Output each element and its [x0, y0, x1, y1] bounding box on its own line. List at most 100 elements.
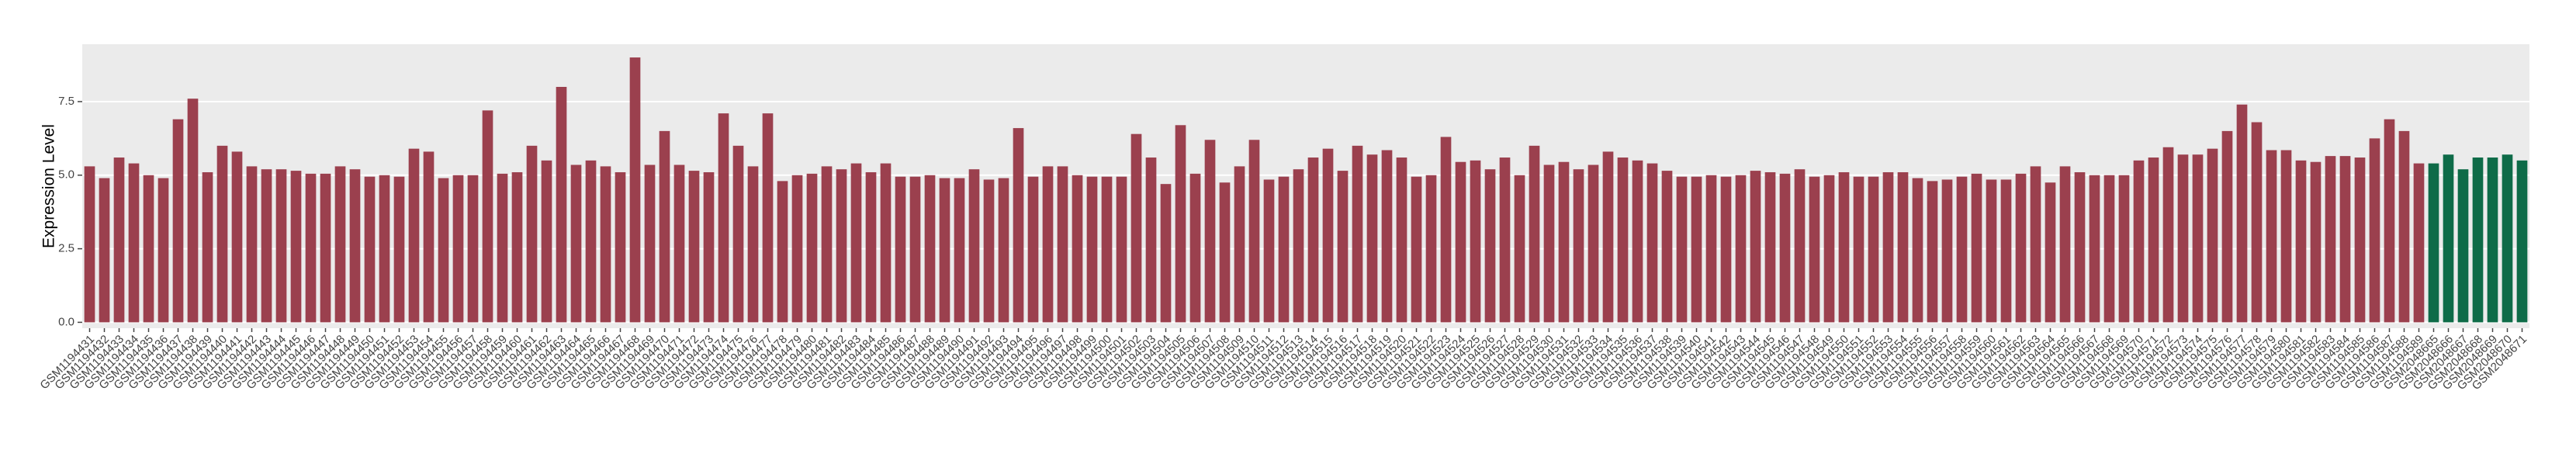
- bar: [2074, 171, 2086, 323]
- bar: [2325, 156, 2336, 323]
- bar: [570, 164, 582, 323]
- bar: [924, 175, 936, 323]
- bar: [600, 166, 611, 323]
- bar: [1234, 166, 1245, 323]
- bar: [703, 171, 715, 323]
- bar: [1307, 158, 1319, 323]
- bar: [1411, 176, 1422, 323]
- bar: [99, 178, 110, 323]
- bar: [2148, 158, 2159, 323]
- bar: [2133, 160, 2145, 323]
- bar: [718, 113, 729, 323]
- bar: [1072, 175, 1083, 323]
- bar: [379, 175, 390, 323]
- bar: [777, 181, 788, 323]
- bar: [1204, 140, 1216, 323]
- bar: [364, 176, 376, 323]
- bar: [1130, 133, 1142, 323]
- bar: [2266, 150, 2277, 323]
- bar: [1838, 171, 1850, 323]
- bar: [1927, 181, 1938, 323]
- bar: [1337, 171, 1349, 323]
- bar: [438, 178, 449, 323]
- bar: [2339, 156, 2351, 323]
- bar: [1676, 176, 1688, 323]
- bar: [880, 163, 892, 323]
- bar: [2089, 175, 2100, 323]
- bar: [909, 176, 921, 323]
- bar: [2398, 130, 2410, 323]
- bar: [1455, 161, 1466, 323]
- bar: [408, 148, 420, 323]
- bar: [2207, 148, 2218, 323]
- bar: [688, 171, 700, 323]
- bar: [1116, 176, 1127, 323]
- bar: [128, 163, 140, 323]
- bar: [1101, 176, 1113, 323]
- bar: [1632, 160, 1643, 323]
- bar: [2310, 161, 2322, 323]
- bar: [850, 163, 862, 323]
- bar: [231, 151, 243, 323]
- bar: [113, 158, 125, 323]
- bar: [2487, 158, 2498, 323]
- bar: [747, 166, 759, 323]
- bar: [1322, 148, 1334, 323]
- bar: [393, 176, 405, 323]
- bar: [1602, 151, 1614, 323]
- bar: [1381, 150, 1393, 323]
- bar: [305, 173, 317, 323]
- bar: [1042, 166, 1054, 323]
- bar: [2295, 160, 2307, 323]
- bar: [482, 110, 493, 323]
- bar: [1499, 158, 1511, 323]
- bar: [1189, 173, 1201, 323]
- bar: [1809, 176, 1820, 323]
- y-axis-title: Expression Level: [40, 124, 58, 248]
- bar: [1425, 175, 1437, 323]
- bar: [1484, 169, 1496, 323]
- bar: [1853, 176, 1864, 323]
- bar: [1941, 179, 1953, 323]
- bar: [954, 178, 965, 323]
- y-tick-label: 2.5: [58, 242, 74, 255]
- bar: [541, 160, 552, 323]
- bar: [836, 169, 847, 323]
- bar: [84, 166, 95, 323]
- bar: [2516, 160, 2528, 323]
- bar: [1086, 176, 1098, 323]
- bar: [1764, 171, 1776, 323]
- bar: [452, 175, 464, 323]
- bar: [1661, 171, 1673, 323]
- bar: [895, 176, 906, 323]
- bar: [2192, 154, 2204, 323]
- bar: [1352, 145, 1363, 323]
- bar: [2443, 154, 2454, 323]
- bar: [172, 119, 184, 323]
- bar: [143, 175, 154, 323]
- bar: [1514, 175, 1525, 323]
- bar: [2221, 130, 2233, 323]
- bar: [585, 160, 597, 323]
- bar: [187, 99, 199, 323]
- bar: [1263, 179, 1275, 323]
- bar: [1971, 173, 1982, 323]
- bar: [2103, 175, 2115, 323]
- bar: [423, 151, 435, 323]
- bar: [1823, 175, 1835, 323]
- bar: [1145, 158, 1157, 323]
- bar: [2472, 158, 2484, 323]
- bar: [1720, 176, 1732, 323]
- y-tick-label: 0.0: [58, 315, 74, 328]
- bar: [2502, 154, 2513, 323]
- bar: [497, 173, 508, 323]
- bar: [275, 169, 287, 323]
- bar: [968, 169, 980, 323]
- bar: [2162, 147, 2174, 323]
- bar: [2457, 169, 2469, 323]
- bar: [1543, 164, 1555, 323]
- bar: [1175, 125, 1186, 323]
- bar: [629, 57, 641, 323]
